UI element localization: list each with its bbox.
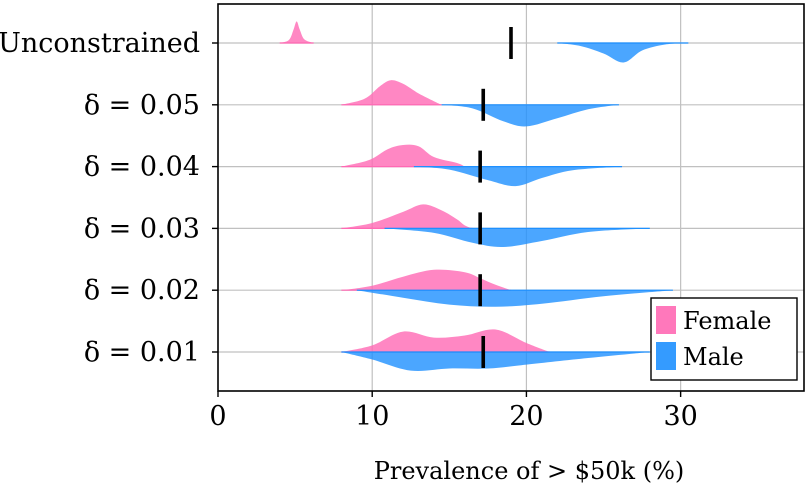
violin-male-3	[384, 228, 650, 248]
violin-male-4	[356, 290, 673, 307]
x-axis-ticks: 0 10 20 30	[209, 391, 698, 432]
y-tick-label-2: δ = 0.04	[84, 152, 200, 183]
violin-female-2	[341, 144, 465, 167]
violin-male-2	[413, 166, 623, 187]
violin-female-4	[341, 269, 511, 291]
violin-male-0	[557, 43, 689, 63]
plot-frame	[217, 3, 805, 392]
y-tick-label-4: δ = 0.02	[84, 275, 200, 306]
legend-label-female: Female	[683, 307, 772, 335]
x-tick-label-0: 0	[209, 401, 226, 432]
x-tick-label-2: 20	[509, 401, 543, 432]
violins	[279, 21, 689, 371]
y-tick-label-3: δ = 0.03	[84, 213, 200, 244]
x-axis-label: Prevalence of > $50k (%)	[374, 457, 685, 485]
violin-female-3	[341, 204, 473, 229]
threshold-markers	[478, 27, 513, 368]
y-tick-label-0: Unconstrained	[0, 28, 200, 59]
violin-female-1	[341, 80, 442, 105]
x-tick-label-3: 30	[663, 401, 697, 432]
x-tick-label-1: 10	[355, 401, 389, 432]
y-axis-ticks: Unconstrained δ = 0.05 δ = 0.04 δ = 0.03 δ =…	[0, 28, 218, 368]
violin-male-5	[341, 352, 650, 371]
legend-items: Female Male	[656, 306, 772, 371]
legend-swatch-male	[656, 342, 676, 370]
violin-female-0	[279, 21, 314, 43]
legend-label-male: Male	[683, 343, 744, 371]
legend: Female Male	[650, 297, 798, 381]
y-tick-label-1: δ = 0.05	[84, 90, 200, 121]
violin-male-1	[441, 104, 619, 127]
y-tick-label-5: δ = 0.01	[84, 337, 200, 368]
legend-swatch-female	[656, 306, 676, 334]
violin-female-5	[341, 329, 550, 352]
